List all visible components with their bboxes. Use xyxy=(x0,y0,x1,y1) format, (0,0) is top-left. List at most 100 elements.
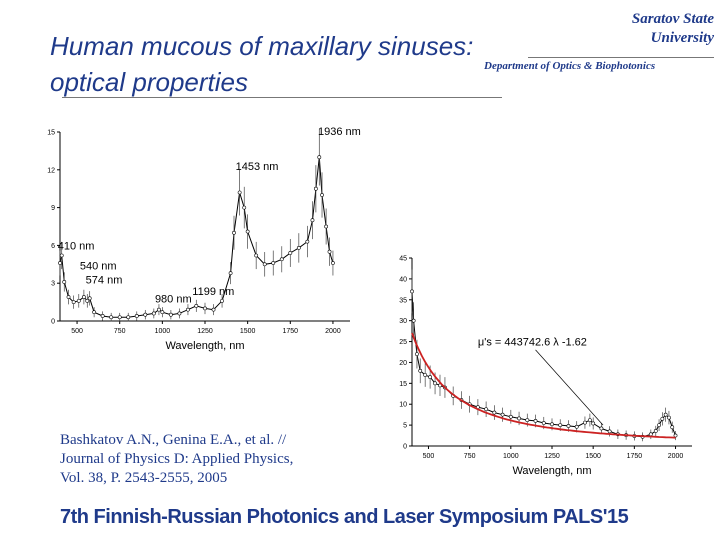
data-point xyxy=(428,375,433,379)
university-line-2: University xyxy=(650,30,714,46)
data-point xyxy=(279,257,284,262)
title-line-1: Human mucous of maxillary sinuses: xyxy=(50,31,474,61)
data-point xyxy=(59,253,64,258)
data-point xyxy=(271,261,276,265)
data-point xyxy=(663,412,668,417)
x-tick-label: 750 xyxy=(464,453,476,460)
citation-line-1: Bashkatov A.N., Genina E.A., et al. // xyxy=(60,432,287,448)
data-point xyxy=(58,261,62,265)
data-point xyxy=(418,368,423,373)
university-name: Saratov State University xyxy=(632,10,714,48)
data-point xyxy=(574,424,579,429)
y-tick-label: 30 xyxy=(399,318,407,325)
x-tick-label: 1000 xyxy=(155,328,171,335)
data-point xyxy=(313,186,318,191)
peak-annotation: 410 nm xyxy=(58,240,95,252)
y-tick-label: 3 xyxy=(51,281,55,288)
x-tick-label: 1750 xyxy=(283,328,299,335)
slide-title: Human mucous of maxillary sinuses: optic… xyxy=(50,28,530,100)
title-line-2: optical properties xyxy=(50,67,248,97)
x-tick-label: 1750 xyxy=(627,453,643,460)
y-tick-label: 40 xyxy=(399,276,407,283)
data-point xyxy=(237,190,242,195)
citation-line-2: Journal of Physics D: Applied Physics, xyxy=(60,451,294,467)
data-point xyxy=(157,307,161,312)
data-point xyxy=(411,318,416,323)
data-point xyxy=(220,298,224,303)
data-point xyxy=(177,311,182,316)
data-point xyxy=(324,224,329,229)
data-point xyxy=(203,306,207,311)
peak-annotation: 1936 nm xyxy=(318,126,361,138)
peak-annotation: 1453 nm xyxy=(236,161,279,173)
data-point xyxy=(143,312,148,317)
data-point xyxy=(186,307,190,312)
data-point xyxy=(508,414,513,419)
university-underline xyxy=(528,57,714,58)
data-point xyxy=(310,218,315,223)
fit-equation-label: μ's = 443742.6 λ -1.62 xyxy=(478,337,587,349)
data-point xyxy=(591,421,596,426)
data-point xyxy=(550,422,554,427)
data-point xyxy=(245,229,250,234)
data-point xyxy=(71,300,76,305)
data-point xyxy=(76,298,81,303)
peak-annotation: 540 nm xyxy=(80,261,117,273)
data-point xyxy=(525,418,530,422)
data-point xyxy=(317,155,322,160)
x-tick-label: 2000 xyxy=(325,328,341,335)
citation: Bashkatov A.N., Genina E.A., et al. // J… xyxy=(60,431,380,488)
data-point xyxy=(410,289,414,294)
data-point xyxy=(117,315,122,320)
data-point xyxy=(331,261,335,265)
x-tick-label: 1250 xyxy=(197,328,213,335)
data-point xyxy=(657,423,661,428)
data-point xyxy=(109,315,114,320)
y-tick-label: 12 xyxy=(47,167,55,174)
x-axis-label: Wavelength, nm xyxy=(165,340,244,352)
data-point xyxy=(232,230,236,235)
x-tick-label: 2000 xyxy=(668,453,684,460)
y-tick-label: 0 xyxy=(51,319,55,326)
citation-line-3: Vol. 38, P. 2543-2555, 2005 xyxy=(60,470,228,486)
y-tick-label: 35 xyxy=(399,297,407,304)
data-point xyxy=(484,407,489,412)
data-point xyxy=(327,249,332,254)
y-tick-label: 0 xyxy=(403,444,407,451)
title-underline xyxy=(62,97,502,98)
power-law-fit-line xyxy=(411,332,676,439)
data-point xyxy=(66,295,71,299)
y-tick-label: 5 xyxy=(403,423,407,430)
department-name: Department of Optics & Biophotonics xyxy=(484,60,656,72)
footer-symposium: 7th Finnish-Russian Photonics and Laser … xyxy=(60,506,629,528)
data-point xyxy=(653,429,658,433)
y-tick-label: 15 xyxy=(399,381,407,388)
data-point xyxy=(599,426,604,431)
data-point xyxy=(541,421,546,425)
data-point xyxy=(415,352,419,356)
data-point xyxy=(670,425,675,430)
data-point xyxy=(85,298,90,303)
data-point xyxy=(262,262,267,267)
data-point xyxy=(81,295,86,299)
x-axis-label: Wavelength, nm xyxy=(512,465,591,477)
data-point xyxy=(62,280,67,284)
data-point xyxy=(100,314,105,318)
y-tick-label: 20 xyxy=(399,360,407,367)
y-tick-label: 10 xyxy=(399,402,407,409)
x-tick-label: 1500 xyxy=(240,328,256,335)
data-point xyxy=(566,424,571,428)
data-point xyxy=(673,433,678,438)
data-point xyxy=(433,381,437,386)
data-point xyxy=(607,429,612,434)
data-point xyxy=(92,310,97,315)
x-tick-label: 1250 xyxy=(544,453,560,460)
y-tick-label: 6 xyxy=(51,243,55,250)
data-point xyxy=(194,303,199,308)
data-point xyxy=(587,418,592,422)
data-point xyxy=(134,314,139,318)
data-point xyxy=(660,416,665,421)
data-point xyxy=(517,416,521,421)
peak-annotation: 1199 nm xyxy=(192,286,234,298)
